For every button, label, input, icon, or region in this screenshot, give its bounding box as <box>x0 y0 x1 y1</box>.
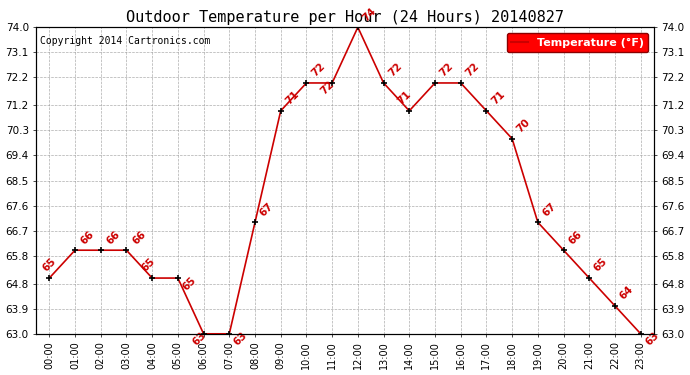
Text: 66: 66 <box>105 229 122 246</box>
Text: 65: 65 <box>181 274 198 292</box>
Title: Outdoor Temperature per Hour (24 Hours) 20140827: Outdoor Temperature per Hour (24 Hours) … <box>126 10 564 25</box>
Text: 72: 72 <box>386 62 404 79</box>
Text: 66: 66 <box>130 229 148 246</box>
Text: 72: 72 <box>309 62 326 79</box>
Text: 72: 72 <box>437 62 455 79</box>
Text: 71: 71 <box>395 89 413 106</box>
Text: 72: 72 <box>318 80 335 97</box>
Text: 67: 67 <box>541 201 558 218</box>
Text: 63: 63 <box>232 330 249 348</box>
Text: 71: 71 <box>284 89 301 106</box>
Text: Copyright 2014 Cartronics.com: Copyright 2014 Cartronics.com <box>39 36 210 46</box>
Text: 72: 72 <box>464 62 481 79</box>
Text: 65: 65 <box>139 256 157 274</box>
Text: 67: 67 <box>258 201 275 218</box>
Text: 63: 63 <box>644 330 661 348</box>
Text: 71: 71 <box>489 89 506 106</box>
Text: 74: 74 <box>361 6 378 23</box>
Text: 63: 63 <box>191 330 208 348</box>
Text: 64: 64 <box>618 284 635 302</box>
Text: 66: 66 <box>566 229 584 246</box>
Text: 65: 65 <box>41 256 58 274</box>
Text: 70: 70 <box>515 117 532 135</box>
Legend: Temperature (°F): Temperature (°F) <box>506 33 648 53</box>
Text: 65: 65 <box>592 256 609 274</box>
Text: 66: 66 <box>79 229 97 246</box>
